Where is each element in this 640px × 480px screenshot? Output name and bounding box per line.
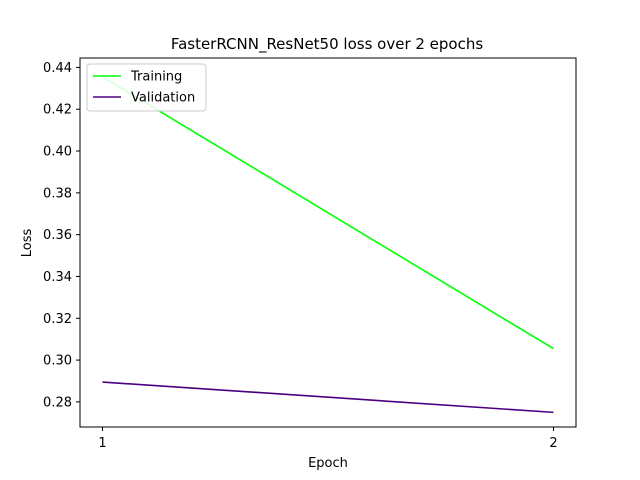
y-tick-label: 0.40 bbox=[43, 145, 72, 160]
y-axis-label: Loss bbox=[20, 229, 35, 258]
y-tick-label: 0.30 bbox=[43, 354, 72, 369]
plot-area bbox=[102, 76, 554, 414]
series-line-validation bbox=[102, 381, 554, 414]
series-line-training bbox=[102, 76, 554, 350]
chart-title: FasterRCNN_ResNet50 loss over 2 epochs bbox=[171, 35, 484, 54]
x-tick-label: 1 bbox=[98, 436, 106, 451]
y-tick-label: 0.28 bbox=[43, 395, 72, 410]
y-tick-label: 0.32 bbox=[43, 312, 72, 327]
x-axis-label: Epoch bbox=[308, 456, 348, 471]
y-tick-label: 0.36 bbox=[43, 228, 72, 243]
y-tick-label: 0.38 bbox=[43, 186, 72, 201]
axes: 0.28 0.30 0.32 0.34 0.36 0.38 0.40 0.42 0.44 1 2 bbox=[43, 61, 558, 451]
x-tick-label: 2 bbox=[549, 436, 557, 451]
plot-frame bbox=[79, 57, 577, 428]
legend: Training Validation bbox=[86, 63, 207, 112]
y-tick-label: 0.34 bbox=[43, 270, 72, 285]
legend-label-validation: Validation bbox=[131, 91, 195, 106]
y-tick-label: 0.42 bbox=[43, 103, 72, 118]
y-tick-label: 0.44 bbox=[43, 61, 72, 76]
legend-label-training: Training bbox=[130, 70, 182, 85]
